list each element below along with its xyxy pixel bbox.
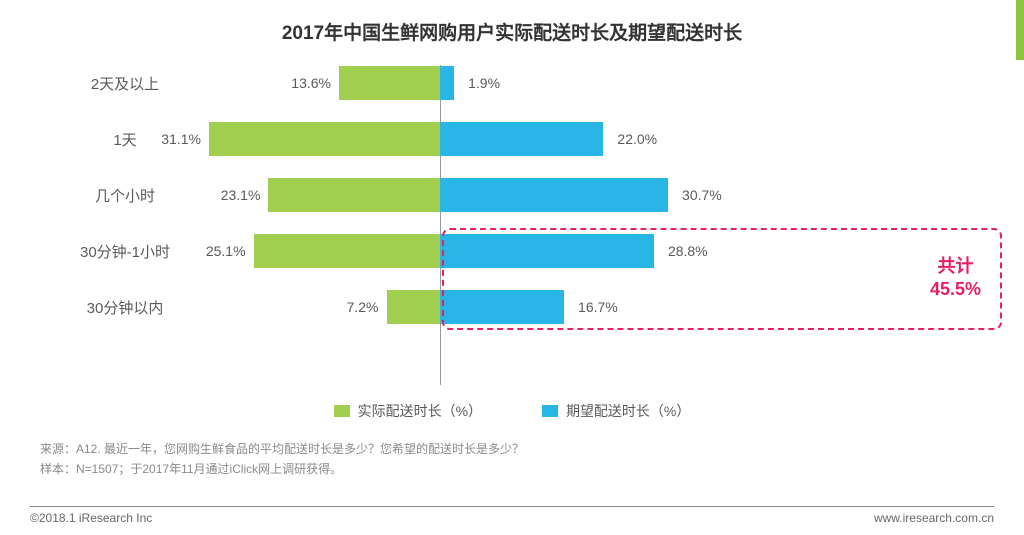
legend-left-label: 实际配送时长（%）: [358, 401, 482, 421]
callout-label: 共计 45.5%: [930, 255, 981, 302]
value-expected: 1.9%: [460, 75, 500, 91]
bar-actual: [254, 234, 440, 268]
category-label: 几个小时: [60, 185, 190, 206]
bar-actual: [209, 122, 440, 156]
chart-row: 几个小时 23.1% 30.7%: [60, 167, 920, 223]
legend: 实际配送时长（%） 期望配送时长（%）: [0, 401, 1024, 421]
category-label: 30分钟-1小时: [60, 241, 190, 262]
accent-bar: [1016, 0, 1024, 60]
footer-copyright: ©2018.1 iResearch Inc: [30, 511, 152, 525]
legend-right-swatch: [542, 405, 558, 417]
value-actual: 23.1%: [221, 187, 269, 203]
legend-left-swatch: [334, 405, 350, 417]
bar-expected: [440, 178, 668, 212]
chart-area: 2天及以上13.6%1.9%1天31.1%22.0%几个小时23.1%30.7%…: [60, 55, 920, 395]
category-label: 30分钟以内: [60, 297, 190, 318]
chart-row: 2天及以上 13.6% 1.9%: [60, 55, 920, 111]
legend-right-label: 期望配送时长（%）: [566, 401, 690, 421]
value-actual: 13.6%: [291, 75, 339, 91]
bar-expected: [440, 122, 603, 156]
value-expected: 30.7%: [674, 187, 722, 203]
category-label: 2天及以上: [60, 73, 190, 94]
callout-line2: 45.5%: [930, 279, 981, 299]
source-notes: 来源：A12. 最近一年，您网购生鲜食品的平均配送时长是多少？您希望的配送时长是…: [40, 439, 1024, 480]
value-actual: 7.2%: [347, 299, 387, 315]
note-line1: 来源：A12. 最近一年，您网购生鲜食品的平均配送时长是多少？您希望的配送时长是…: [40, 439, 1024, 459]
bar-actual: [268, 178, 440, 212]
value-actual: 31.1%: [161, 131, 209, 147]
value-actual: 25.1%: [206, 243, 254, 259]
callout-box: [442, 228, 1002, 330]
bar-expected: [440, 66, 454, 100]
chart-title: 2017年中国生鲜网购用户实际配送时长及期望配送时长: [0, 0, 1024, 55]
legend-left: 实际配送时长（%）: [334, 401, 482, 421]
footer: ©2018.1 iResearch Inc www.iresearch.com.…: [30, 506, 994, 525]
note-line2: 样本：N=1507；于2017年11月通过iClick网上调研获得。: [40, 459, 1024, 479]
bar-actual: [339, 66, 440, 100]
chart-row: 1天31.1%22.0%: [60, 111, 920, 167]
legend-right: 期望配送时长（%）: [542, 401, 690, 421]
callout-line1: 共计: [938, 256, 974, 276]
footer-url: www.iresearch.com.cn: [874, 511, 994, 525]
value-expected: 22.0%: [609, 131, 657, 147]
bar-actual: [387, 290, 440, 324]
